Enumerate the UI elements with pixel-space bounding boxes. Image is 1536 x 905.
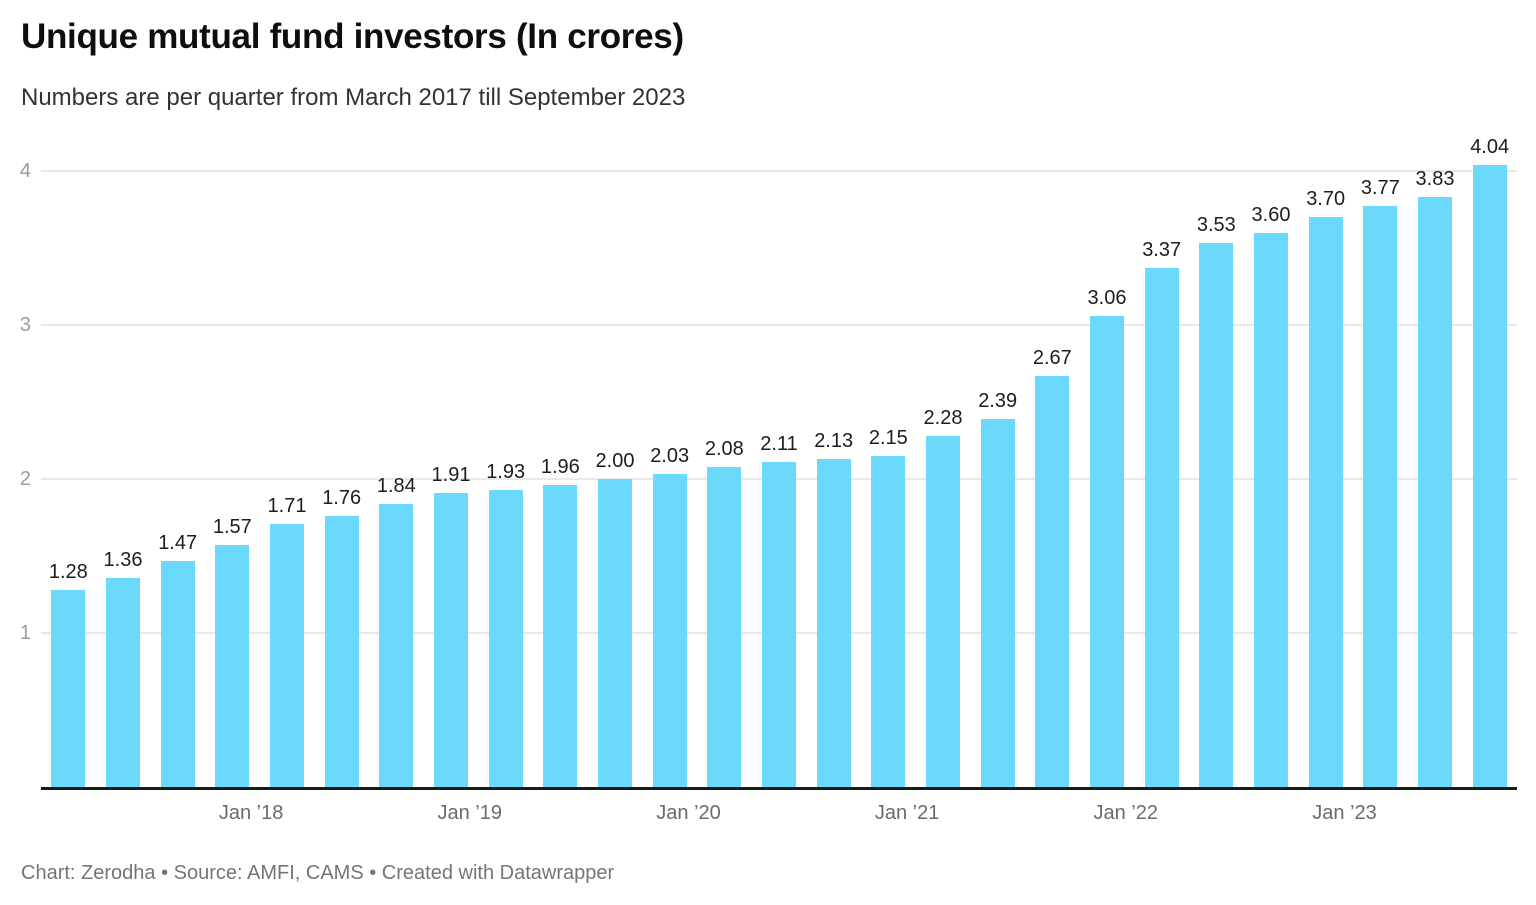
x-axis-line: [41, 787, 1517, 790]
bar-sep-2018[interactable]: [379, 504, 414, 787]
bar-value-label: 2.08: [704, 438, 744, 460]
bar-mar-2021[interactable]: [926, 436, 960, 787]
gridline-y-3: [41, 324, 1517, 326]
bar-mar-2023[interactable]: [1363, 206, 1398, 787]
bar-sep-2022[interactable]: [1254, 233, 1288, 787]
x-axis-label-18: Jan ’18: [218, 802, 284, 824]
bar-value-label: 2.03: [650, 445, 690, 467]
bar-value-label: 4.04: [1470, 136, 1510, 158]
bar-jun-2022[interactable]: [1199, 243, 1234, 787]
y-axis-label-2: 2: [19, 468, 31, 490]
bar-jun-2020[interactable]: [762, 462, 796, 787]
bar-value-label: 3.60: [1251, 204, 1291, 226]
gridline-y-4: [41, 170, 1517, 172]
bar-mar-2018[interactable]: [270, 524, 304, 787]
bar-dec-2018[interactable]: [434, 493, 468, 787]
bar-value-label: 1.84: [376, 475, 416, 497]
bar-value-label: 1.28: [48, 561, 88, 583]
bar-jun-2021[interactable]: [980, 419, 1015, 787]
bar-value-label: 3.70: [1306, 188, 1346, 210]
chart-title: Unique mutual fund investors (In crores): [21, 17, 684, 56]
bar-jun-2019[interactable]: [543, 485, 578, 787]
bar-value-label: 3.37: [1142, 239, 1182, 261]
bar-sep-2017[interactable]: [160, 561, 195, 787]
bar-jun-2017[interactable]: [106, 578, 140, 787]
bar-dec-2019[interactable]: [652, 474, 687, 787]
x-axis-label-21: Jan ’21: [874, 802, 940, 824]
bar-sep-2023[interactable]: [1472, 165, 1507, 787]
x-axis-label-19: Jan ’19: [437, 802, 503, 824]
bar-value-label: 1.36: [103, 549, 143, 571]
bar-value-label: 2.11: [760, 433, 798, 455]
bar-sep-2020[interactable]: [816, 459, 851, 787]
bar-value-label: 1.96: [540, 456, 580, 478]
bar-sep-2019[interactable]: [598, 479, 632, 787]
chart-subtitle: Numbers are per quarter from March 2017 …: [21, 84, 686, 111]
bar-value-label: 2.67: [1032, 347, 1072, 369]
bar-value-label: 1.76: [322, 487, 362, 509]
bar-value-label: 3.53: [1196, 214, 1236, 236]
bar-value-label: 1.57: [212, 516, 252, 538]
bar-mar-2020[interactable]: [707, 467, 742, 787]
bar-value-label: 2.39: [978, 390, 1018, 412]
bar-value-label: 1.93: [486, 461, 526, 483]
bar-value-label: 2.13: [814, 430, 854, 452]
bar-jun-2023[interactable]: [1418, 197, 1452, 787]
plot-area: 1.28 1.36 1.47 1.57 1.71 1.76 1.84 1.91 1.93 1.96…: [41, 137, 1517, 787]
bar-sep-2021[interactable]: [1035, 376, 1070, 787]
bar-dec-2021[interactable]: [1090, 316, 1124, 787]
bar-value-label: 2.28: [923, 407, 963, 429]
x-axis-label-20: Jan ’20: [656, 802, 721, 824]
bar-value-label: 1.91: [431, 464, 471, 486]
bar-dec-2017[interactable]: [215, 545, 250, 787]
bar-value-label: 3.06: [1087, 287, 1127, 309]
y-axis-label-1: 1: [19, 622, 31, 644]
bar-value-label: 3.77: [1360, 177, 1400, 199]
bar-mar-2017[interactable]: [51, 590, 86, 787]
bar-value-label: 1.47: [158, 532, 198, 554]
chart-footer: Chart: Zerodha • Source: AMFI, CAMS • Cr…: [21, 862, 615, 884]
x-axis-label-23: Jan ’23: [1312, 802, 1377, 824]
bar-dec-2022[interactable]: [1308, 217, 1343, 787]
bar-value-label: 3.83: [1415, 168, 1455, 190]
bar-mar-2022[interactable]: [1144, 268, 1179, 787]
bar-dec-2020[interactable]: [871, 456, 906, 787]
bar-value-label: 1.71: [267, 495, 307, 517]
x-axis: Jan ’18 Jan ’19 Jan ’20 Jan ’21 Jan ’22 Jan ’…: [41, 802, 1517, 832]
bar-value-label: 2.15: [868, 427, 908, 449]
y-axis-label-4: 4: [19, 160, 31, 182]
bar-value-label: 2.00: [595, 450, 635, 472]
y-axis-label-3: 3: [19, 314, 31, 336]
bar-jun-2018[interactable]: [324, 516, 359, 787]
x-axis-label-22: Jan ’22: [1093, 802, 1159, 824]
bar-mar-2019[interactable]: [488, 490, 523, 787]
